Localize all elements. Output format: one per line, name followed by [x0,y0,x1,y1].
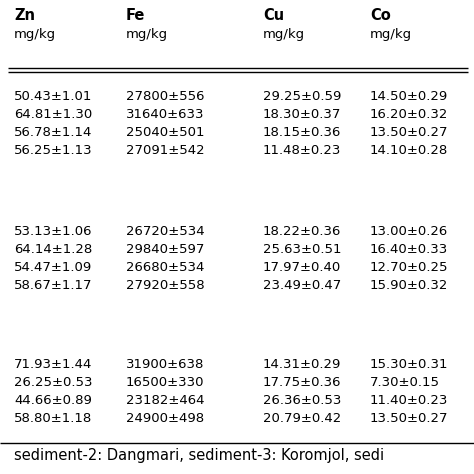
Text: 14.50±0.29: 14.50±0.29 [370,90,448,103]
Text: 16.20±0.32: 16.20±0.32 [370,108,448,121]
Text: 26.36±0.53: 26.36±0.53 [263,394,341,407]
Text: 53.13±1.06: 53.13±1.06 [14,225,92,238]
Text: 7.30±0.15: 7.30±0.15 [370,376,440,389]
Text: 13.50±0.27: 13.50±0.27 [370,412,448,425]
Text: 56.25±1.13: 56.25±1.13 [14,144,92,157]
Text: 14.10±0.28: 14.10±0.28 [370,144,448,157]
Text: 17.75±0.36: 17.75±0.36 [263,376,341,389]
Text: Fe: Fe [126,8,146,23]
Text: 54.47±1.09: 54.47±1.09 [14,261,92,274]
Text: 18.30±0.37: 18.30±0.37 [263,108,341,121]
Text: mg/kg: mg/kg [126,28,168,41]
Text: 29840±597: 29840±597 [126,243,204,256]
Text: 14.31±0.29: 14.31±0.29 [263,358,341,371]
Text: sediment-2: Dangmari, sediment-3: Koromjol, sedi: sediment-2: Dangmari, sediment-3: Koromj… [14,448,384,463]
Text: mg/kg: mg/kg [263,28,305,41]
Text: 18.22±0.36: 18.22±0.36 [263,225,341,238]
Text: 64.81±1.30: 64.81±1.30 [14,108,92,121]
Text: 27091±542: 27091±542 [126,144,205,157]
Text: 24900±498: 24900±498 [126,412,204,425]
Text: 27920±558: 27920±558 [126,279,205,292]
Text: 15.90±0.32: 15.90±0.32 [370,279,448,292]
Text: 58.80±1.18: 58.80±1.18 [14,412,92,425]
Text: 26720±534: 26720±534 [126,225,205,238]
Text: 13.50±0.27: 13.50±0.27 [370,126,448,139]
Text: 16.40±0.33: 16.40±0.33 [370,243,448,256]
Text: 15.30±0.31: 15.30±0.31 [370,358,448,371]
Text: mg/kg: mg/kg [14,28,56,41]
Text: 31640±633: 31640±633 [126,108,204,121]
Text: 23182±464: 23182±464 [126,394,204,407]
Text: 11.40±0.23: 11.40±0.23 [370,394,448,407]
Text: 20.79±0.42: 20.79±0.42 [263,412,341,425]
Text: 16500±330: 16500±330 [126,376,204,389]
Text: 26.25±0.53: 26.25±0.53 [14,376,92,389]
Text: 23.49±0.47: 23.49±0.47 [263,279,341,292]
Text: 17.97±0.40: 17.97±0.40 [263,261,341,274]
Text: 11.48±0.23: 11.48±0.23 [263,144,341,157]
Text: 12.70±0.25: 12.70±0.25 [370,261,448,274]
Text: 25040±501: 25040±501 [126,126,204,139]
Text: 64.14±1.28: 64.14±1.28 [14,243,92,256]
Text: 18.15±0.36: 18.15±0.36 [263,126,341,139]
Text: 31900±638: 31900±638 [126,358,204,371]
Text: 29.25±0.59: 29.25±0.59 [263,90,341,103]
Text: Zn: Zn [14,8,35,23]
Text: Co: Co [370,8,391,23]
Text: 25.63±0.51: 25.63±0.51 [263,243,341,256]
Text: 56.78±1.14: 56.78±1.14 [14,126,92,139]
Text: 44.66±0.89: 44.66±0.89 [14,394,92,407]
Text: Cu: Cu [263,8,284,23]
Text: 13.00±0.26: 13.00±0.26 [370,225,448,238]
Text: 50.43±1.01: 50.43±1.01 [14,90,92,103]
Text: 26680±534: 26680±534 [126,261,204,274]
Text: mg/kg: mg/kg [370,28,412,41]
Text: 58.67±1.17: 58.67±1.17 [14,279,92,292]
Text: 27800±556: 27800±556 [126,90,204,103]
Text: 71.93±1.44: 71.93±1.44 [14,358,92,371]
